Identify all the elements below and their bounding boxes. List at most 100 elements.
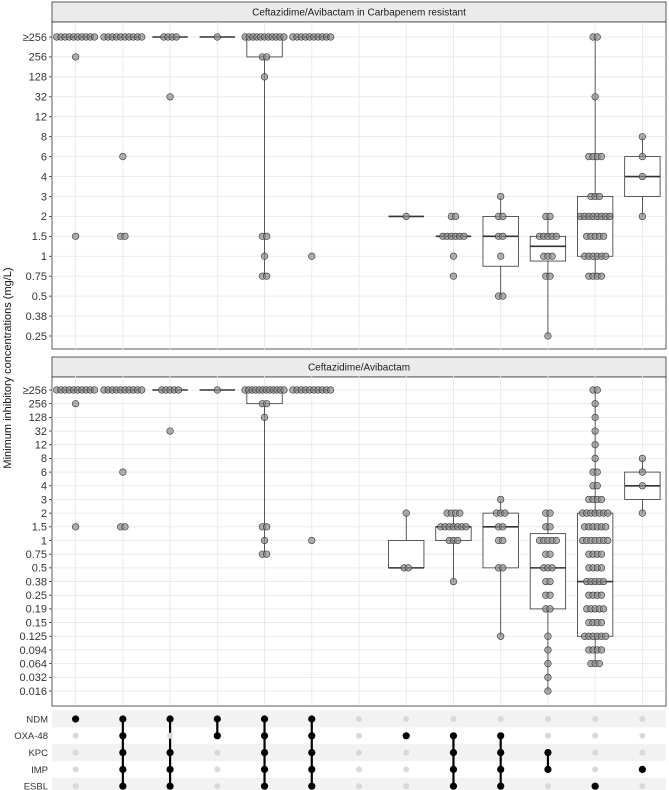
set-dot-on [449, 749, 458, 757]
y-tick-label: 2 [41, 211, 47, 223]
set-dot-off [639, 732, 646, 739]
data-point [454, 536, 462, 545]
data-point [119, 468, 127, 476]
data-point [597, 564, 606, 572]
y-tick-label: 128 [29, 72, 47, 84]
set-dot-on [544, 765, 552, 774]
data-point [499, 212, 507, 220]
panel-title: Ceftazidime/Avibactam in Carbapenem resi… [252, 8, 466, 19]
set-dot-on [449, 732, 458, 740]
set-dot-off [72, 732, 79, 739]
data-point [638, 172, 646, 181]
data-point [546, 272, 554, 280]
data-point [552, 536, 560, 545]
data-point [546, 591, 554, 599]
data-point [595, 660, 603, 668]
data-point [638, 509, 646, 517]
set-dot-on [497, 732, 505, 740]
set-dot-off [167, 732, 174, 739]
data-point [499, 292, 507, 300]
set-dot-on [260, 765, 269, 774]
y-tick-label: 6 [41, 467, 47, 479]
y-tick-label: 0.38 [26, 311, 47, 323]
set-dot-off [592, 766, 599, 773]
data-point [638, 212, 646, 220]
data-point [546, 605, 554, 613]
set-dot-on [119, 715, 127, 723]
set-dot-on [544, 749, 552, 757]
data-point [599, 232, 608, 240]
data-point [497, 192, 505, 201]
data-point [138, 386, 146, 394]
y-tick-label: 0.75 [26, 271, 47, 283]
panel-all: Ceftazidime/Avibactam ≥25625612832128643… [19, 356, 667, 707]
set-dot-off [214, 766, 221, 773]
set-dot-on [119, 765, 127, 774]
data-point [121, 523, 129, 531]
box [577, 196, 614, 257]
data-point [280, 33, 288, 41]
gene-set-matrix: NDM OXA-48 KPC IMP ESBL [14, 710, 666, 790]
y-tick-label: 256 [29, 398, 47, 410]
data-point [548, 252, 556, 260]
y-tick-label: 0.38 [26, 576, 47, 588]
y-tick-label: 8 [41, 453, 47, 465]
data-point [552, 232, 560, 240]
y-tick-label: 6 [41, 151, 47, 163]
data-point [260, 73, 269, 81]
data-point [166, 427, 174, 435]
data-point [90, 33, 99, 41]
data-point [546, 523, 554, 531]
data-point [263, 550, 271, 558]
set-dot-on [308, 715, 316, 723]
data-point [260, 536, 269, 545]
set-dot-off [356, 766, 362, 773]
data-point [172, 33, 180, 41]
data-point [602, 523, 610, 531]
data-point [638, 454, 646, 463]
set-dot-on [166, 749, 174, 757]
set-dot-off [544, 716, 551, 722]
set-dot-off [403, 749, 410, 756]
data-point [72, 232, 80, 240]
y-tick-label: 0.25 [26, 331, 47, 343]
set-dot-on [591, 782, 599, 790]
y-tick-label: 0.5 [32, 291, 47, 303]
set-dot-on [449, 765, 458, 774]
set-dot-off [592, 749, 599, 756]
data-point [593, 386, 601, 394]
y-tick-label: 3 [41, 191, 47, 203]
set-dot-off [639, 716, 646, 722]
data-point [599, 605, 608, 613]
set-dot-off [72, 749, 79, 756]
set-dot-on [260, 749, 269, 757]
boxplots [57, 389, 661, 691]
data-point [597, 646, 606, 654]
set-dot-off [592, 716, 599, 722]
data-points [53, 33, 646, 340]
set-dot-off [72, 783, 79, 790]
data-point [595, 192, 603, 201]
set-dot-off [72, 766, 79, 773]
data-point [591, 400, 599, 408]
data-point [497, 632, 505, 640]
set-dot-off [214, 749, 221, 756]
data-point [263, 272, 271, 280]
data-point [138, 33, 146, 41]
set-label: KPC [28, 748, 48, 759]
data-point [263, 232, 271, 240]
set-dot-off [403, 766, 410, 773]
set-label: ESBL [24, 782, 48, 790]
data-point [638, 133, 646, 141]
data-point [544, 687, 552, 695]
data-point [451, 212, 460, 220]
set-dot-on [308, 732, 316, 740]
set-dot-on [497, 765, 505, 774]
y-axis-title: Minimum inhibitory concentrations (mg/L) [2, 267, 14, 468]
data-points [53, 386, 646, 695]
set-dot-on [260, 782, 269, 790]
y-tick-label: 256 [29, 52, 47, 64]
data-point [544, 332, 552, 340]
set-dot-off [592, 732, 599, 739]
